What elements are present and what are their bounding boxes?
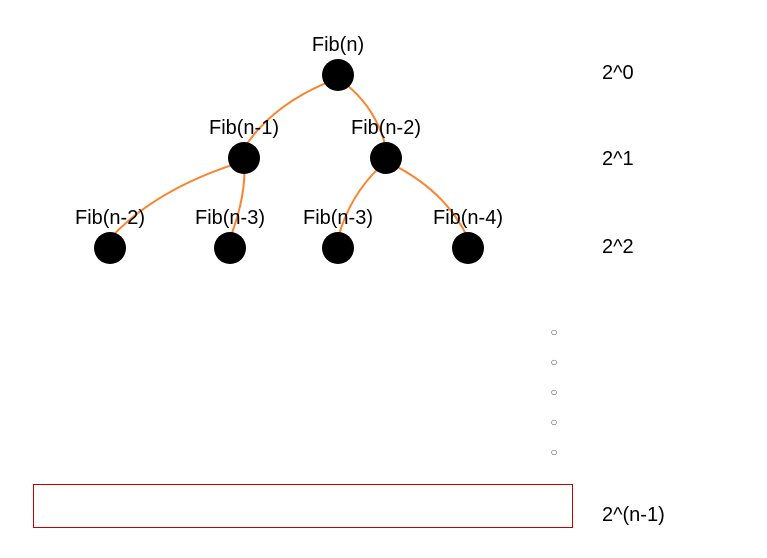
tree-node-label: Fib(n-1) — [209, 118, 279, 138]
tree-node-label: Fib(n-2) — [75, 208, 145, 228]
tree-node-label: Fib(n-2) — [351, 118, 421, 138]
tree-edges — [0, 0, 767, 558]
level-count-label: 2^2 — [602, 236, 634, 259]
tree-node-label: Fib(n-4) — [433, 208, 503, 228]
tree-node-label: Fib(n) — [312, 35, 364, 55]
tree-node — [322, 59, 354, 91]
last-level-box — [33, 484, 573, 528]
diagram-canvas: Fib(n) Fib(n-1) Fib(n-2) Fib(n-2) Fib(n-3) Fi… — [0, 0, 767, 558]
tree-node — [370, 142, 402, 174]
tree-node-label: Fib(n-3) — [195, 208, 265, 228]
ellipsis-dot: ○ — [550, 355, 557, 369]
level-count-label: 2^(n-1) — [602, 504, 665, 527]
ellipsis-dot: ○ — [550, 325, 557, 339]
tree-node — [214, 232, 246, 264]
level-count-label: 2^0 — [602, 62, 634, 85]
tree-node-label: Fib(n-3) — [303, 208, 373, 228]
tree-node — [452, 232, 484, 264]
level-count-label: 2^1 — [602, 148, 634, 171]
tree-node — [228, 142, 260, 174]
ellipsis-dot: ○ — [550, 445, 557, 459]
tree-node — [322, 232, 354, 264]
ellipsis-dot: ○ — [550, 415, 557, 429]
ellipsis-dot: ○ — [550, 385, 557, 399]
tree-node — [94, 232, 126, 264]
